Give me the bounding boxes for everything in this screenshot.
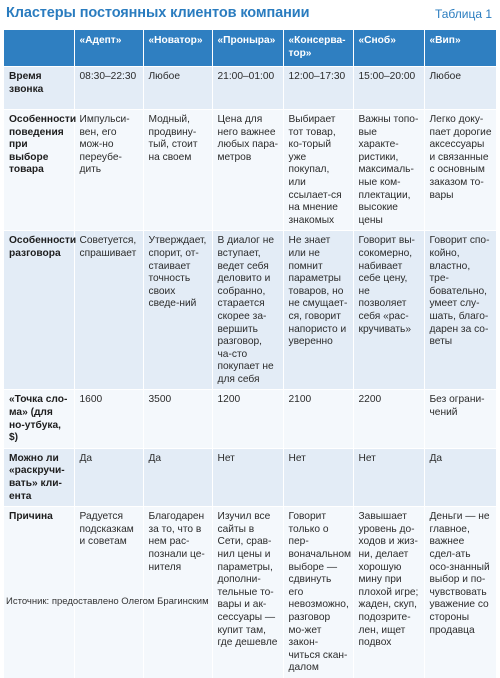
table-cell: Да [142,448,212,507]
table-cell: Говорит только о пер-воначальном выборе … [282,506,353,678]
column-header-pronyra: «Проныра» [211,30,283,67]
table-cell: Любое [423,66,496,110]
table-cell: Радуется подсказкам и советам [73,506,143,678]
table-row-break-point: «Точка сло-ма» (для но-утбука, $) 1600 3… [4,389,496,449]
table-cell: Говорит спо-койно, властно, тре-бователь… [423,230,496,390]
table-cell: Благодарен за то, что в нем рас-познали … [142,506,212,678]
table-row-conversation: Особенности разговора Советуется, спраши… [4,230,496,390]
table-row-call-time: Время звонка 08:30–22:30 Любое 21:00–01:… [4,66,496,110]
table-cell: 2200 [352,389,424,449]
table-cell: Завышает уровень до-ходов и жиз-ни, дела… [352,506,424,678]
table-cell: 21:00–01:00 [211,66,283,110]
table-cell: Да [423,448,496,507]
table-cell: 2100 [282,389,353,449]
table-cell: Да [73,448,143,507]
column-header-vip: «Вип» [423,30,496,67]
table-row-behavior: Особенности поведения при выборе товара … [4,109,496,231]
table-cell: Изучил все сайты в Сети, срав-нил цены и… [211,506,283,678]
table-cell: Любое [142,66,212,110]
table-cell: 1600 [73,389,143,449]
table-cell: Говорит вы-сокомерно, набивает себе цену… [352,230,424,390]
table-cell: Деньги — не главное, важнее сдел-ать осо… [423,506,496,678]
table-number: Таблица 1 [434,7,492,21]
table-cell: Советуется, спрашивает [73,230,143,390]
table-cell: Импульси-вен, его мож-но переубе-дить [73,109,143,231]
table-cell: Нет [352,448,424,507]
table-cell: Утверждает, спорит, от-стаивает точность… [142,230,212,390]
table-cell: Нет [211,448,283,507]
table-cell: Не знает или не помнит параметры товаров… [282,230,353,390]
table-cell: Важны топо-вые характе-ристики, максимал… [352,109,424,231]
row-header: Особенности поведения при выборе товара [4,109,76,231]
column-header [4,30,74,67]
table-cell: 15:00–20:00 [352,66,424,110]
row-header: «Точка сло-ма» (для но-утбука, $) [4,389,74,449]
table-cell: Модный, продвину-тый, стоит на своем [142,109,212,231]
table-cell: 08:30–22:30 [73,66,143,110]
table-title: Кластеры постоянных клиентов компании [6,5,310,21]
row-header: Причина [4,506,74,678]
table-cell: 1200 [211,389,283,449]
client-clusters-table: «Адепт» «Новатор» «Проныра» «Консерва-то… [4,30,496,678]
table-header: Кластеры постоянных клиентов компании Та… [0,0,500,30]
column-header-konservator: «Консерва-тор» [282,30,353,67]
table-cell: Легко доку-пает дорогие аксессуары и свя… [423,109,496,231]
table-row-reason: Причина Радуется подсказкам и советам Бл… [4,506,496,678]
table-cell: В диалог не вступает, ведет себя деловит… [211,230,283,390]
row-header: Можно ли «раскручи-вать» кли-ента [4,448,74,507]
column-header-novator: «Новатор» [142,30,212,67]
column-header-adept: «Адепт» [73,30,143,67]
source-note: Источник: предоставлено Олегом Брагински… [6,596,209,607]
column-header-snob: «Сноб» [352,30,424,67]
table-cell: Выбирает тот товар, ко-торый уже покупал… [282,109,353,231]
table-cell: Без ограни-чений [423,389,496,449]
row-header: Время звонка [4,66,74,110]
row-header: Особенности разговора [4,230,76,390]
table-cell: 12:00–17:30 [282,66,353,110]
table-cell: 3500 [142,389,212,449]
table-cell: Нет [282,448,353,507]
table-head-row: «Адепт» «Новатор» «Проныра» «Консерва-то… [4,30,496,67]
table-row-upsell: Можно ли «раскручи-вать» кли-ента Да Да … [4,448,496,507]
table-cell: Цена для него важнее любых пара-метров [211,109,283,231]
